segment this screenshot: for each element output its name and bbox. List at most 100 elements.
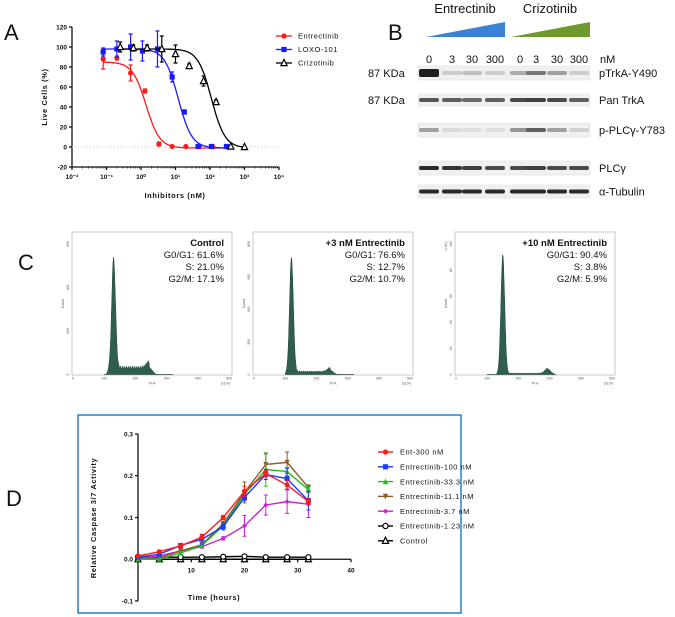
d-legend-label: Control bbox=[400, 537, 428, 546]
a-x-tick-label: 10⁻² bbox=[66, 174, 80, 181]
a-data-point bbox=[128, 44, 134, 50]
d-legend-item: Entrectinib-100 nM bbox=[378, 463, 472, 472]
a-data-point bbox=[195, 143, 201, 150]
histogram-title: Control bbox=[190, 238, 224, 249]
a-legend-item: Crizotinib bbox=[276, 58, 334, 68]
a-data-point bbox=[142, 88, 148, 94]
histogram-y-tick-label: 80 bbox=[449, 268, 453, 272]
blot-band bbox=[569, 71, 589, 75]
histogram-y-tick-label: 400 bbox=[66, 285, 70, 291]
d-legend-item: Entrectinib-1.23 nM bbox=[378, 522, 474, 531]
histogram-x-tick-label: 500 bbox=[226, 377, 232, 381]
d-x-tick-label: 20 bbox=[241, 567, 249, 574]
d-data-point bbox=[156, 556, 162, 562]
d-series-line bbox=[138, 461, 309, 559]
blot-band bbox=[462, 98, 482, 102]
d-data-point bbox=[242, 488, 247, 494]
d-legend-marker bbox=[382, 464, 389, 470]
histogram-y-tick-label: 800 bbox=[247, 241, 251, 247]
a-y-tick-label: 40 bbox=[60, 104, 68, 111]
histogram-x-tick-label: 300 bbox=[547, 377, 553, 381]
histogram-y-tick-label: 100 bbox=[449, 241, 453, 247]
histogram-x-tick-label: 0 bbox=[72, 377, 74, 381]
a-x-tick-label: 10⁴ bbox=[274, 174, 284, 181]
histogram-x-tick-label: 400 bbox=[578, 377, 584, 381]
blot-band bbox=[510, 98, 530, 102]
a-data-point bbox=[156, 141, 162, 147]
d-data-point bbox=[178, 549, 184, 556]
panel-label-a: A bbox=[4, 20, 19, 45]
blot-band bbox=[547, 189, 567, 194]
lane-label: 3 bbox=[533, 54, 539, 66]
lane-label: 300 bbox=[570, 54, 588, 66]
histogram-x-tick-label: 400 bbox=[376, 377, 382, 381]
d-data-point bbox=[284, 459, 290, 466]
a-data-point bbox=[226, 141, 235, 150]
d-y-tick-label: -0.1 bbox=[122, 598, 134, 605]
d-data-point bbox=[263, 471, 269, 477]
a-series-entrectinib bbox=[100, 48, 230, 150]
lane-label: 3 bbox=[449, 54, 455, 66]
a-x-tick-label: 10¹ bbox=[171, 174, 180, 181]
d-y-tick-label: 0.2 bbox=[124, 473, 133, 480]
blot-band bbox=[510, 128, 530, 132]
blot-band bbox=[485, 128, 505, 132]
d-legend-marker bbox=[382, 478, 389, 485]
d-data-point bbox=[284, 482, 290, 488]
histogram-phase-s: S: 12.7% bbox=[366, 262, 405, 273]
a-legend-marker bbox=[281, 46, 287, 53]
d-legend-label: Entrectinib-100 nM bbox=[400, 463, 472, 472]
a-legend-label: LOXO-101 bbox=[298, 45, 338, 54]
histogram-phase-g0g1: G0/G1: 90.4% bbox=[547, 250, 608, 261]
d-data-point bbox=[156, 549, 162, 555]
d-legend-marker bbox=[382, 522, 389, 530]
blot-band bbox=[526, 98, 546, 102]
d-data-point bbox=[305, 554, 312, 561]
panel-b-western-blot: B Entrectinib Crizotinib 0 3 30 300 0 3 30 300 … bbox=[368, 1, 665, 199]
blot-band bbox=[442, 98, 462, 102]
a-legend-label: Crizotinib bbox=[298, 59, 334, 68]
histogram-x-tick-label: 0 bbox=[455, 377, 457, 381]
histogram-frame bbox=[252, 231, 414, 376]
a-legend-label: Entrectinib bbox=[298, 32, 339, 41]
d-x-tick-label: 40 bbox=[347, 567, 355, 574]
d-legend-item: Control bbox=[378, 535, 428, 546]
histogram-y-tick-label: 40 bbox=[449, 320, 453, 324]
lane-label: 0 bbox=[517, 54, 523, 66]
histogram-x-unit: (x10³) bbox=[221, 382, 230, 386]
blot-band bbox=[419, 166, 439, 170]
d-y-tick-label: 0.3 bbox=[124, 431, 133, 438]
d-data-point bbox=[220, 515, 226, 520]
d-data-point bbox=[156, 551, 162, 557]
histogram-x-tick-label: 300 bbox=[164, 377, 170, 381]
histogram-area bbox=[104, 256, 173, 375]
blot-band bbox=[462, 71, 482, 75]
histogram-phase-s: S: 21.0% bbox=[185, 262, 224, 273]
d-data-point bbox=[305, 486, 311, 493]
histogram-x-tick-label: 400 bbox=[195, 377, 201, 381]
a-y-tick-label: 100 bbox=[56, 44, 67, 51]
panel-label-b: B bbox=[388, 20, 403, 45]
a-data-point bbox=[100, 49, 106, 55]
histogram-x-label: PI-A bbox=[330, 382, 337, 386]
d-data-point bbox=[220, 524, 226, 530]
histogram-x-tick-label: 300 bbox=[345, 377, 351, 381]
blot-drug1-label: Entrectinib bbox=[434, 1, 495, 16]
blot-mw-label: 87 KDa bbox=[368, 95, 406, 107]
lane-label: 30 bbox=[466, 54, 478, 66]
histogram-title: +10 nM Entrectinib bbox=[522, 238, 607, 249]
d-y-axis-label: Relative Caspase 3/7 Activity bbox=[89, 458, 98, 579]
histogram-x-unit: (x10³) bbox=[402, 382, 411, 386]
histogram-area bbox=[487, 254, 557, 375]
d-data-point bbox=[262, 554, 269, 561]
panel-d-frame bbox=[77, 414, 462, 614]
d-data-point bbox=[305, 499, 311, 505]
blot-row: Pan TrkA 87 KDa bbox=[368, 93, 645, 107]
blot-band bbox=[510, 71, 530, 75]
histogram-3: 0 100 200 300 400 500 0 20 40 60 80 100 Count PI-A (x1… bbox=[444, 231, 616, 386]
a-y-tick-label: 120 bbox=[56, 24, 67, 31]
histogram-y-tick-label: 0 bbox=[449, 373, 453, 375]
lane-label: 0 bbox=[426, 54, 432, 66]
a-data-point bbox=[143, 43, 152, 52]
a-data-point bbox=[240, 142, 249, 151]
